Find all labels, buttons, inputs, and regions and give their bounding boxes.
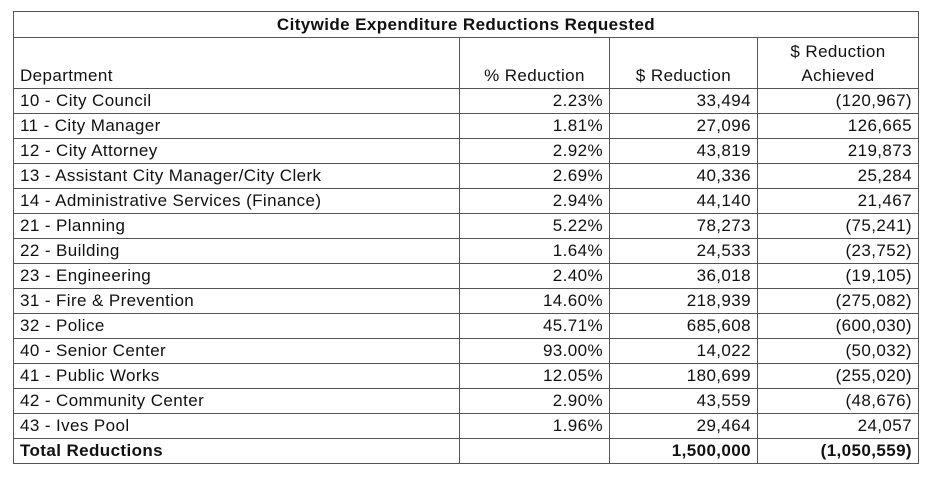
cell-department: 22 - Building [13, 238, 460, 264]
cell-dollar-achieved: (48,676) [757, 388, 919, 414]
table-row: 43 - Ives Pool 1.96% 29,464 24,057 [13, 413, 919, 439]
cell-dollar-reduction: 43,559 [609, 388, 758, 414]
cell-department: 32 - Police [13, 313, 460, 339]
cell-dollar-achieved: 24,057 [757, 413, 919, 439]
table-row: 32 - Police 45.71% 685,608 (600,030) [13, 313, 919, 339]
cell-dollar-achieved: 126,665 [757, 113, 919, 139]
table-row: 22 - Building 1.64% 24,533 (23,752) [13, 238, 919, 264]
cell-dollar-reduction: 685,608 [609, 313, 758, 339]
table-row: 21 - Planning 5.22% 78,273 (75,241) [13, 213, 919, 239]
cell-department: 14 - Administrative Services (Finance) [13, 188, 460, 214]
expenditure-reductions-table: Citywide Expenditure Reductions Requeste… [13, 11, 919, 464]
total-pct [459, 438, 610, 464]
table-row: 31 - Fire & Prevention 14.60% 218,939 (275,… [13, 288, 919, 314]
total-achieved: (1,050,559) [757, 438, 919, 464]
cell-dollar-reduction: 33,494 [609, 88, 758, 114]
cell-pct-reduction: 1.81% [459, 113, 610, 139]
table-body: 10 - City Council 2.23% 33,494 (120,967) 11 … [13, 88, 919, 439]
cell-dollar-reduction: 44,140 [609, 188, 758, 214]
cell-dollar-achieved: (275,082) [757, 288, 919, 314]
cell-pct-reduction: 1.96% [459, 413, 610, 439]
table-row: 10 - City Council 2.23% 33,494 (120,967) [13, 88, 919, 114]
cell-pct-reduction: 2.92% [459, 138, 610, 164]
cell-pct-reduction: 5.22% [459, 213, 610, 239]
cell-dollar-reduction: 24,533 [609, 238, 758, 264]
cell-dollar-achieved: (75,241) [757, 213, 919, 239]
column-header-department: Department [13, 37, 460, 89]
cell-dollar-reduction: 14,022 [609, 338, 758, 364]
cell-dollar-achieved: (255,020) [757, 363, 919, 389]
cell-pct-reduction: 12.05% [459, 363, 610, 389]
cell-department: 42 - Community Center [13, 388, 460, 414]
cell-dollar-reduction: 43,819 [609, 138, 758, 164]
cell-department: 23 - Engineering [13, 263, 460, 289]
cell-department: 10 - City Council [13, 88, 460, 114]
column-header-dollar-achieved: $ Reduction Achieved [757, 37, 919, 89]
total-label: Total Reductions [13, 438, 460, 464]
cell-department: 31 - Fire & Prevention [13, 288, 460, 314]
cell-dollar-reduction: 218,939 [609, 288, 758, 314]
total-reduction: 1,500,000 [609, 438, 758, 464]
cell-pct-reduction: 14.60% [459, 288, 610, 314]
cell-dollar-reduction: 78,273 [609, 213, 758, 239]
table-row: 11 - City Manager 1.81% 27,096 126,665 [13, 113, 919, 139]
table-title: Citywide Expenditure Reductions Requeste… [13, 11, 919, 38]
cell-department: 11 - City Manager [13, 113, 460, 139]
cell-pct-reduction: 2.94% [459, 188, 610, 214]
cell-pct-reduction: 45.71% [459, 313, 610, 339]
cell-dollar-reduction: 180,699 [609, 363, 758, 389]
table-row: 40 - Senior Center 93.00% 14,022 (50,032) [13, 338, 919, 364]
cell-dollar-reduction: 40,336 [609, 163, 758, 189]
table-row: 14 - Administrative Services (Finance) 2.… [13, 188, 919, 214]
column-header-achieved-line2: Achieved [801, 66, 875, 85]
cell-dollar-reduction: 27,096 [609, 113, 758, 139]
cell-department: 21 - Planning [13, 213, 460, 239]
cell-dollar-achieved: 25,284 [757, 163, 919, 189]
cell-pct-reduction: 2.69% [459, 163, 610, 189]
cell-pct-reduction: 2.23% [459, 88, 610, 114]
cell-pct-reduction: 93.00% [459, 338, 610, 364]
cell-dollar-achieved: 21,467 [757, 188, 919, 214]
cell-pct-reduction: 2.90% [459, 388, 610, 414]
cell-pct-reduction: 1.64% [459, 238, 610, 264]
table-row: 12 - City Attorney 2.92% 43,819 219,873 [13, 138, 919, 164]
table-row: 41 - Public Works 12.05% 180,699 (255,020) [13, 363, 919, 389]
table-row: 13 - Assistant City Manager/City Clerk 2.… [13, 163, 919, 189]
total-row: Total Reductions 1,500,000 (1,050,559) [13, 438, 919, 464]
cell-dollar-achieved: (600,030) [757, 313, 919, 339]
cell-dollar-achieved: 219,873 [757, 138, 919, 164]
table-row: 42 - Community Center 2.90% 43,559 (48,676) [13, 388, 919, 414]
cell-department: 12 - City Attorney [13, 138, 460, 164]
cell-department: 40 - Senior Center [13, 338, 460, 364]
cell-dollar-reduction: 36,018 [609, 263, 758, 289]
cell-department: 43 - Ives Pool [13, 413, 460, 439]
cell-department: 41 - Public Works [13, 363, 460, 389]
column-header-dollar-reduction: $ Reduction [609, 37, 758, 89]
table-row: 23 - Engineering 2.40% 36,018 (19,105) [13, 263, 919, 289]
cell-department: 13 - Assistant City Manager/City Clerk [13, 163, 460, 189]
column-header-achieved-line1: $ Reduction [790, 42, 886, 61]
cell-dollar-achieved: (23,752) [757, 238, 919, 264]
column-header-pct-reduction: % Reduction [459, 37, 610, 89]
cell-dollar-reduction: 29,464 [609, 413, 758, 439]
cell-dollar-achieved: (19,105) [757, 263, 919, 289]
cell-pct-reduction: 2.40% [459, 263, 610, 289]
cell-dollar-achieved: (50,032) [757, 338, 919, 364]
cell-dollar-achieved: (120,967) [757, 88, 919, 114]
expenditure-table-container: Citywide Expenditure Reductions Requeste… [13, 11, 919, 464]
